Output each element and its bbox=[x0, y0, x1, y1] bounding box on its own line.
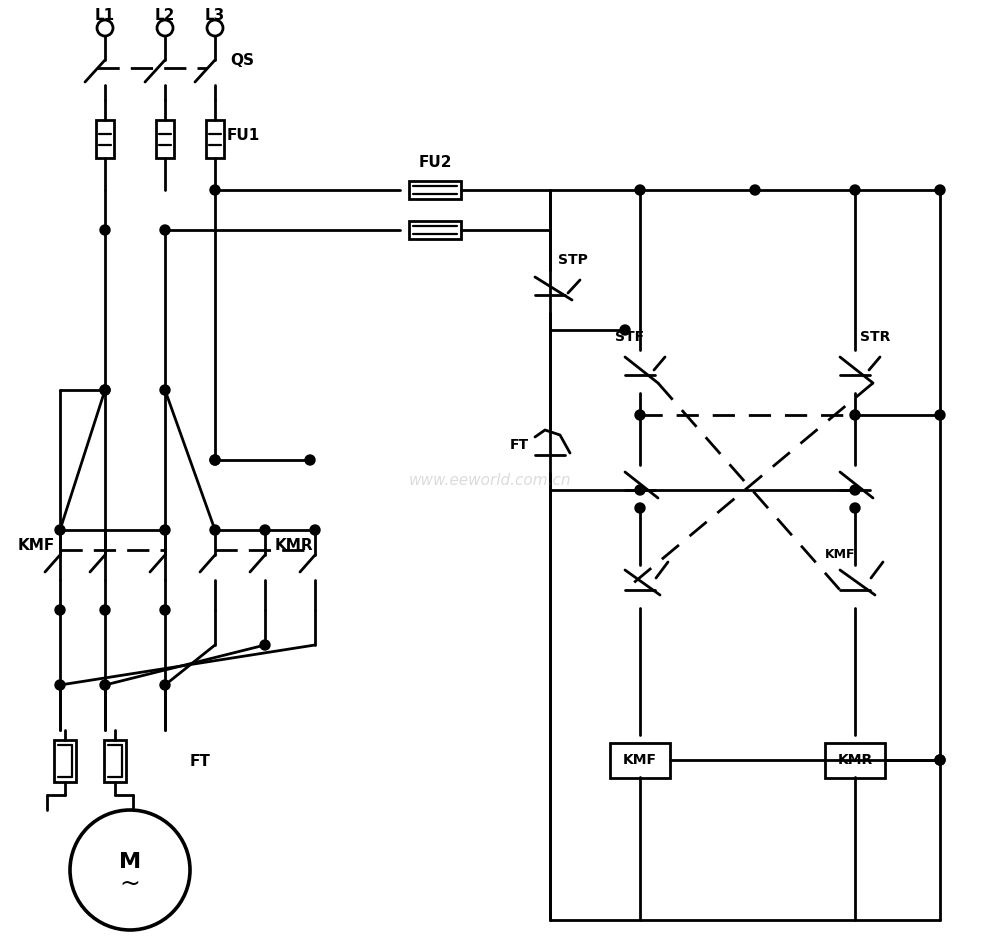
Circle shape bbox=[100, 605, 110, 615]
Circle shape bbox=[305, 455, 315, 465]
Circle shape bbox=[850, 185, 860, 195]
Circle shape bbox=[635, 503, 645, 513]
Circle shape bbox=[160, 680, 170, 690]
Circle shape bbox=[935, 410, 945, 420]
Circle shape bbox=[100, 385, 110, 395]
Circle shape bbox=[750, 185, 760, 195]
Circle shape bbox=[55, 605, 65, 615]
Bar bbox=[610, 743, 670, 778]
Text: FT: FT bbox=[190, 754, 211, 769]
Circle shape bbox=[935, 755, 945, 765]
Text: FU2: FU2 bbox=[418, 154, 452, 169]
Circle shape bbox=[100, 680, 110, 690]
Bar bbox=[156, 120, 174, 158]
Circle shape bbox=[55, 680, 65, 690]
Text: KMR: KMR bbox=[837, 753, 873, 767]
Circle shape bbox=[635, 410, 645, 420]
Text: FT: FT bbox=[510, 438, 529, 452]
Circle shape bbox=[635, 485, 645, 495]
Circle shape bbox=[260, 525, 270, 535]
Bar bbox=[206, 120, 224, 158]
Text: M: M bbox=[119, 852, 141, 872]
Text: KMF: KMF bbox=[623, 753, 657, 767]
Text: STP: STP bbox=[558, 253, 587, 267]
Text: STR: STR bbox=[860, 330, 891, 344]
Circle shape bbox=[100, 385, 110, 395]
Text: L1: L1 bbox=[94, 8, 115, 23]
Bar bbox=[409, 181, 461, 199]
Circle shape bbox=[850, 503, 860, 513]
Circle shape bbox=[160, 605, 170, 615]
Circle shape bbox=[260, 640, 270, 650]
Bar bbox=[825, 743, 885, 778]
Circle shape bbox=[210, 455, 220, 465]
Circle shape bbox=[620, 325, 630, 335]
Circle shape bbox=[935, 185, 945, 195]
Text: ~: ~ bbox=[120, 872, 141, 896]
Circle shape bbox=[850, 410, 860, 420]
Circle shape bbox=[935, 755, 945, 765]
Circle shape bbox=[100, 225, 110, 235]
Bar bbox=[54, 740, 76, 782]
Bar bbox=[96, 120, 114, 158]
Circle shape bbox=[635, 185, 645, 195]
Circle shape bbox=[210, 455, 220, 465]
Text: KMF: KMF bbox=[825, 549, 855, 562]
Circle shape bbox=[210, 185, 220, 195]
Text: L3: L3 bbox=[205, 8, 225, 23]
Circle shape bbox=[850, 485, 860, 495]
Text: L2: L2 bbox=[154, 8, 175, 23]
Bar bbox=[409, 221, 461, 239]
Text: STF: STF bbox=[615, 330, 645, 344]
Circle shape bbox=[210, 525, 220, 535]
Text: KMF: KMF bbox=[18, 537, 55, 552]
Text: KMR: KMR bbox=[275, 537, 314, 552]
Text: FU1: FU1 bbox=[227, 127, 260, 142]
Text: www.eeworld.com.cn: www.eeworld.com.cn bbox=[408, 472, 572, 487]
Circle shape bbox=[310, 525, 320, 535]
Text: QS: QS bbox=[230, 53, 254, 68]
Circle shape bbox=[160, 225, 170, 235]
Circle shape bbox=[160, 385, 170, 395]
Bar bbox=[104, 740, 126, 782]
Circle shape bbox=[55, 525, 65, 535]
Circle shape bbox=[160, 525, 170, 535]
